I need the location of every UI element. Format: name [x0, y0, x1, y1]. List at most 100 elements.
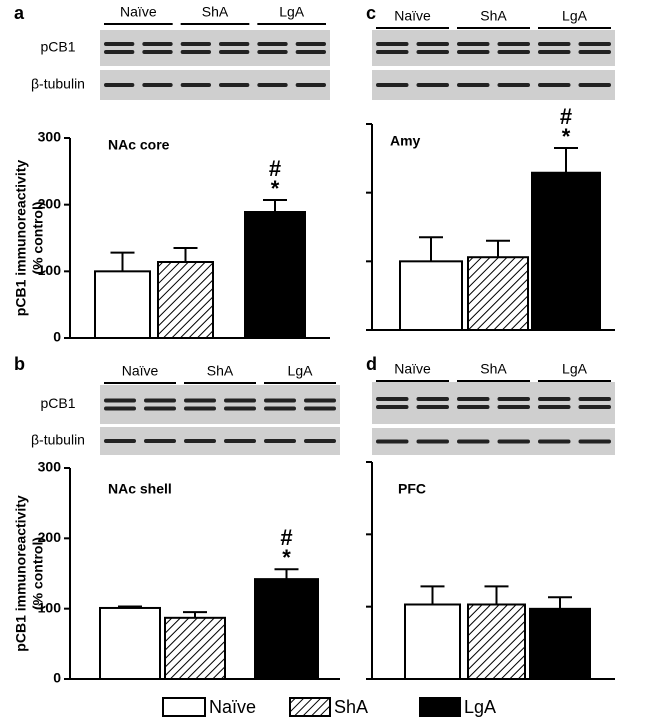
blot-band	[416, 405, 449, 409]
blot-group-label: ShA	[480, 8, 507, 24]
blot-row-label: β-tubulin	[31, 432, 85, 448]
blot-band	[257, 42, 288, 46]
blot-band	[184, 439, 216, 443]
blot-band	[104, 406, 136, 411]
bar	[157, 261, 214, 339]
blot-band	[376, 50, 409, 54]
blot-band	[497, 405, 530, 409]
blot-group-label: ShA	[480, 361, 507, 377]
blot-band	[144, 439, 176, 443]
blot-band	[497, 42, 530, 46]
blot-band	[180, 50, 211, 54]
blot-band	[457, 439, 490, 444]
blot-band	[457, 83, 490, 87]
panel-letter: b	[14, 354, 25, 374]
blot-group-label: Naïve	[394, 361, 431, 377]
chart-title: Amy	[390, 133, 421, 149]
blot-image	[372, 70, 615, 100]
blot-band	[538, 50, 571, 54]
blot-band	[142, 50, 173, 54]
blot-band	[142, 42, 173, 46]
blot-band	[224, 439, 256, 443]
blot-image	[100, 385, 340, 424]
blot-band	[295, 42, 326, 46]
blot-group-label: LgA	[562, 361, 588, 377]
blot-row-label: pCB1	[40, 39, 75, 55]
panel-letter: c	[366, 3, 376, 23]
blot-band	[295, 50, 326, 54]
blot-group-label: LgA	[288, 363, 314, 379]
panel-letter: d	[366, 354, 377, 374]
significance-mark: #	[280, 525, 292, 550]
blot-band	[457, 397, 490, 401]
blot-band	[578, 42, 611, 46]
blot-band	[457, 50, 490, 54]
y-tick-label: 300	[38, 129, 62, 145]
bar	[164, 616, 226, 680]
blot-band	[264, 398, 296, 403]
blot-band	[180, 42, 211, 46]
blot-band	[497, 83, 530, 87]
significance-mark: *	[562, 124, 571, 149]
legend-label: Naïve	[209, 697, 256, 717]
y-tick-label: 200	[38, 529, 62, 545]
blot-band	[184, 398, 216, 403]
blot-band	[264, 406, 296, 411]
bar	[531, 171, 601, 331]
blot-band	[376, 42, 409, 46]
blot-band	[538, 439, 571, 444]
panel-letter: a	[14, 3, 25, 23]
blot-group-label: Naïve	[120, 4, 157, 20]
blot-band	[497, 50, 530, 54]
chart-title: PFC	[398, 481, 426, 497]
legend-swatch	[289, 697, 331, 717]
legend-swatch	[162, 697, 206, 717]
chart-title: NAc shell	[108, 481, 172, 497]
blot-band	[144, 398, 176, 403]
blot-band	[578, 405, 611, 409]
y-tick-label: 300	[38, 459, 62, 475]
blot-band	[416, 439, 449, 444]
blot-band	[304, 398, 336, 403]
blot-image	[372, 382, 615, 424]
blot-group-label: LgA	[279, 4, 305, 20]
y-axis-label: pCB1 immunoreactivity	[13, 160, 29, 317]
bar	[529, 607, 591, 680]
blot-band	[578, 397, 611, 401]
y-tick-label: 200	[38, 195, 62, 211]
blot-band	[184, 406, 216, 411]
blot-band	[104, 398, 136, 403]
blot-group-label: ShA	[207, 363, 234, 379]
blot-band	[104, 439, 136, 443]
blot-band	[376, 83, 409, 87]
legend-label: ShA	[334, 697, 368, 717]
blot-band	[104, 50, 135, 54]
blot-band	[416, 397, 449, 401]
bar	[399, 260, 463, 332]
y-tick-label: 100	[38, 599, 62, 615]
blot-band	[304, 406, 336, 411]
blot-band	[578, 83, 611, 87]
blot-band	[497, 397, 530, 401]
blot-band	[264, 439, 296, 443]
y-axis-label: (% control)	[30, 537, 46, 610]
legend-label: LgA	[464, 697, 496, 717]
blot-band	[142, 83, 173, 87]
blot-band	[224, 406, 256, 411]
blot-band	[538, 397, 571, 401]
significance-mark: #	[560, 104, 572, 129]
blot-band	[257, 50, 288, 54]
blot-group-label: Naïve	[122, 363, 159, 379]
blot-band	[497, 439, 530, 444]
blot-band	[257, 83, 288, 87]
blot-group-label: LgA	[562, 8, 588, 24]
blot-band	[304, 439, 336, 443]
blot-band	[538, 83, 571, 87]
blot-band	[578, 50, 611, 54]
blot-image	[100, 30, 330, 66]
blot-band	[416, 42, 449, 46]
bar	[467, 603, 526, 680]
blot-band	[376, 397, 409, 401]
blot-band	[219, 83, 250, 87]
blot-group-label: Naïve	[394, 8, 431, 24]
